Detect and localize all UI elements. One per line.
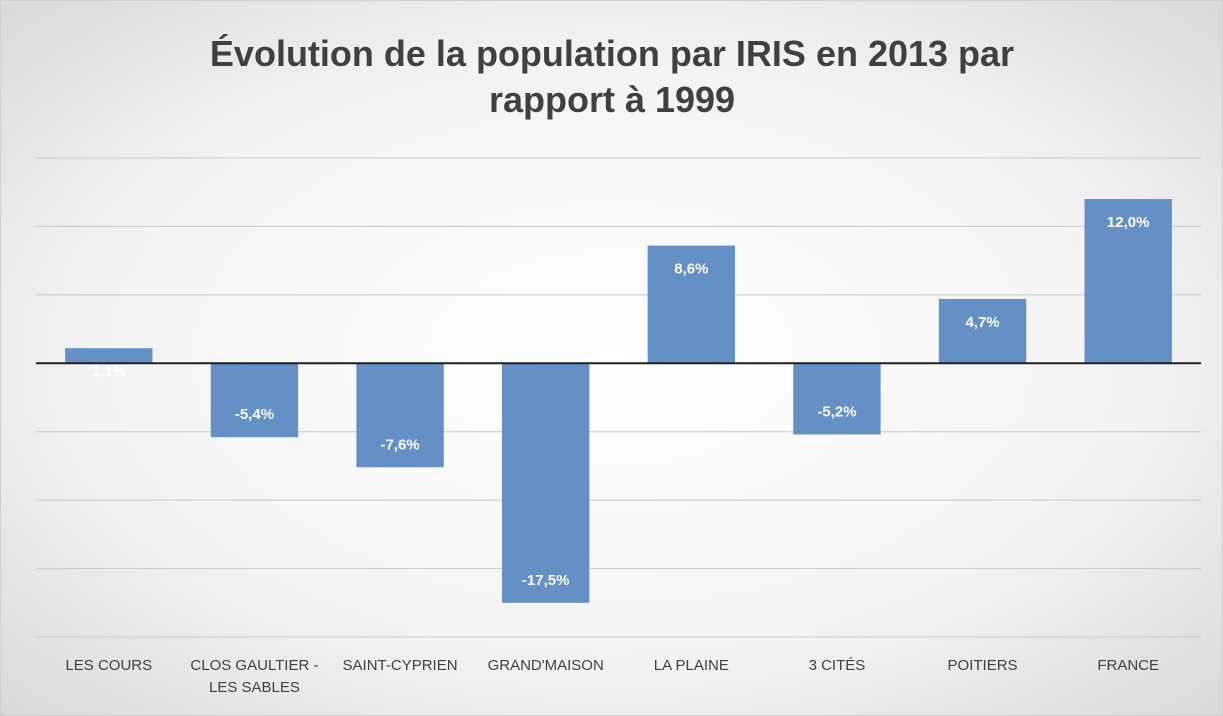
bar [65, 348, 153, 364]
x-tick-label: GRAND'MAISON [487, 657, 604, 674]
x-tick-label: CLOS GAULTIER - LES SABLES [190, 657, 319, 696]
data-label: -7,6% [380, 436, 419, 453]
chart-title: Évolution de la population par IRIS en 2… [209, 33, 1015, 120]
data-label: 4,7% [965, 314, 999, 331]
data-label: -5,2% [817, 403, 856, 420]
bar [793, 363, 881, 435]
bar [647, 245, 735, 364]
data-label: -5,4% [235, 406, 274, 423]
x-tick-label: LES COURS [65, 657, 153, 674]
data-label: 1,1% [92, 363, 126, 380]
data-label: -17,5% [522, 572, 570, 589]
bar [1084, 199, 1172, 364]
data-label: 12,0% [1107, 214, 1150, 231]
bar [356, 363, 444, 468]
bar [502, 363, 590, 603]
x-tick-label: 3 CITÉS [808, 657, 866, 674]
x-tick-label: POITIERS [947, 657, 1018, 674]
x-tick-label: SAINT-CYPRIEN [342, 657, 458, 674]
bar [210, 363, 299, 438]
data-label: 8,6% [674, 261, 708, 278]
x-tick-label: LA PLAINE [653, 657, 729, 674]
bar [938, 298, 1027, 364]
x-tick-label: FRANCE [1097, 657, 1160, 674]
